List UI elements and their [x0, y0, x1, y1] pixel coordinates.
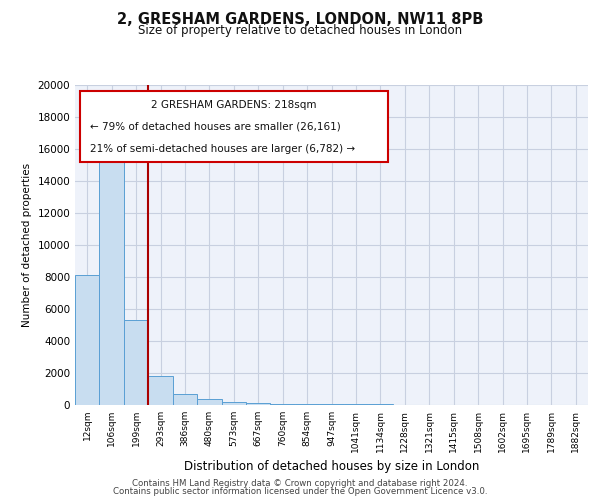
- Bar: [100, 140, 124, 405]
- Y-axis label: Number of detached properties: Number of detached properties: [22, 163, 32, 327]
- Text: Contains public sector information licensed under the Open Government Licence v3: Contains public sector information licen…: [113, 487, 487, 496]
- Text: 2 GRESHAM GARDENS: 218sqm: 2 GRESHAM GARDENS: 218sqm: [151, 100, 317, 110]
- Bar: [148, 376, 173, 405]
- Bar: [75, 276, 100, 405]
- Bar: [173, 394, 197, 405]
- Bar: [246, 403, 271, 405]
- Bar: [368, 404, 392, 405]
- Bar: [124, 320, 148, 405]
- Text: 2, GRESHAM GARDENS, LONDON, NW11 8PB: 2, GRESHAM GARDENS, LONDON, NW11 8PB: [117, 12, 483, 28]
- FancyBboxPatch shape: [80, 92, 388, 162]
- X-axis label: Distribution of detached houses by size in London: Distribution of detached houses by size …: [184, 460, 479, 473]
- Bar: [271, 404, 295, 405]
- Bar: [344, 404, 368, 405]
- Bar: [295, 404, 319, 405]
- Text: Size of property relative to detached houses in London: Size of property relative to detached ho…: [138, 24, 462, 37]
- Text: Contains HM Land Registry data © Crown copyright and database right 2024.: Contains HM Land Registry data © Crown c…: [132, 478, 468, 488]
- Bar: [221, 402, 246, 405]
- Text: 21% of semi-detached houses are larger (6,782) →: 21% of semi-detached houses are larger (…: [91, 144, 356, 154]
- Bar: [197, 400, 221, 405]
- Bar: [319, 404, 344, 405]
- Text: ← 79% of detached houses are smaller (26,161): ← 79% of detached houses are smaller (26…: [91, 122, 341, 132]
